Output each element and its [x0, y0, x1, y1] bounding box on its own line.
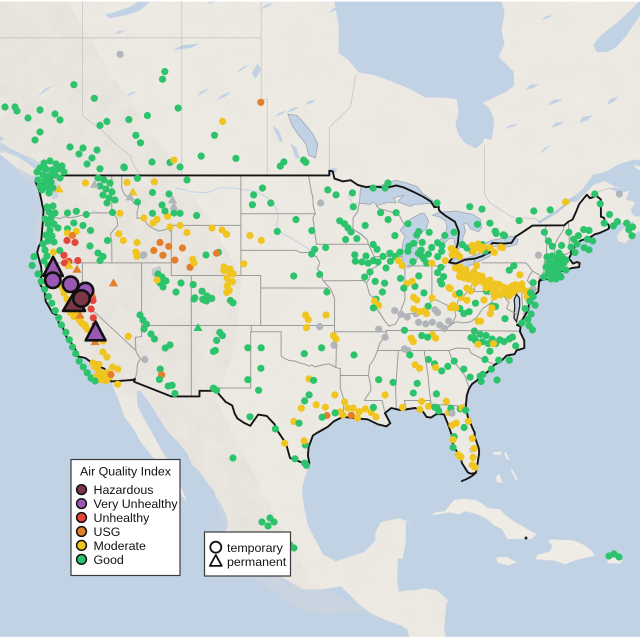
svg-text:Unhealthy: Unhealthy [94, 511, 151, 525]
svg-text:Hazardous: Hazardous [94, 483, 154, 497]
svg-text:temporary: temporary [227, 541, 284, 555]
svg-text:Good: Good [94, 553, 124, 567]
svg-text:Air Quality Index: Air Quality Index [80, 465, 172, 479]
svg-text:permanent: permanent [227, 555, 287, 569]
svg-text:Moderate: Moderate [94, 539, 146, 553]
svg-text:Very Unhealthy: Very Unhealthy [94, 497, 179, 511]
svg-text:USG: USG [94, 525, 121, 539]
